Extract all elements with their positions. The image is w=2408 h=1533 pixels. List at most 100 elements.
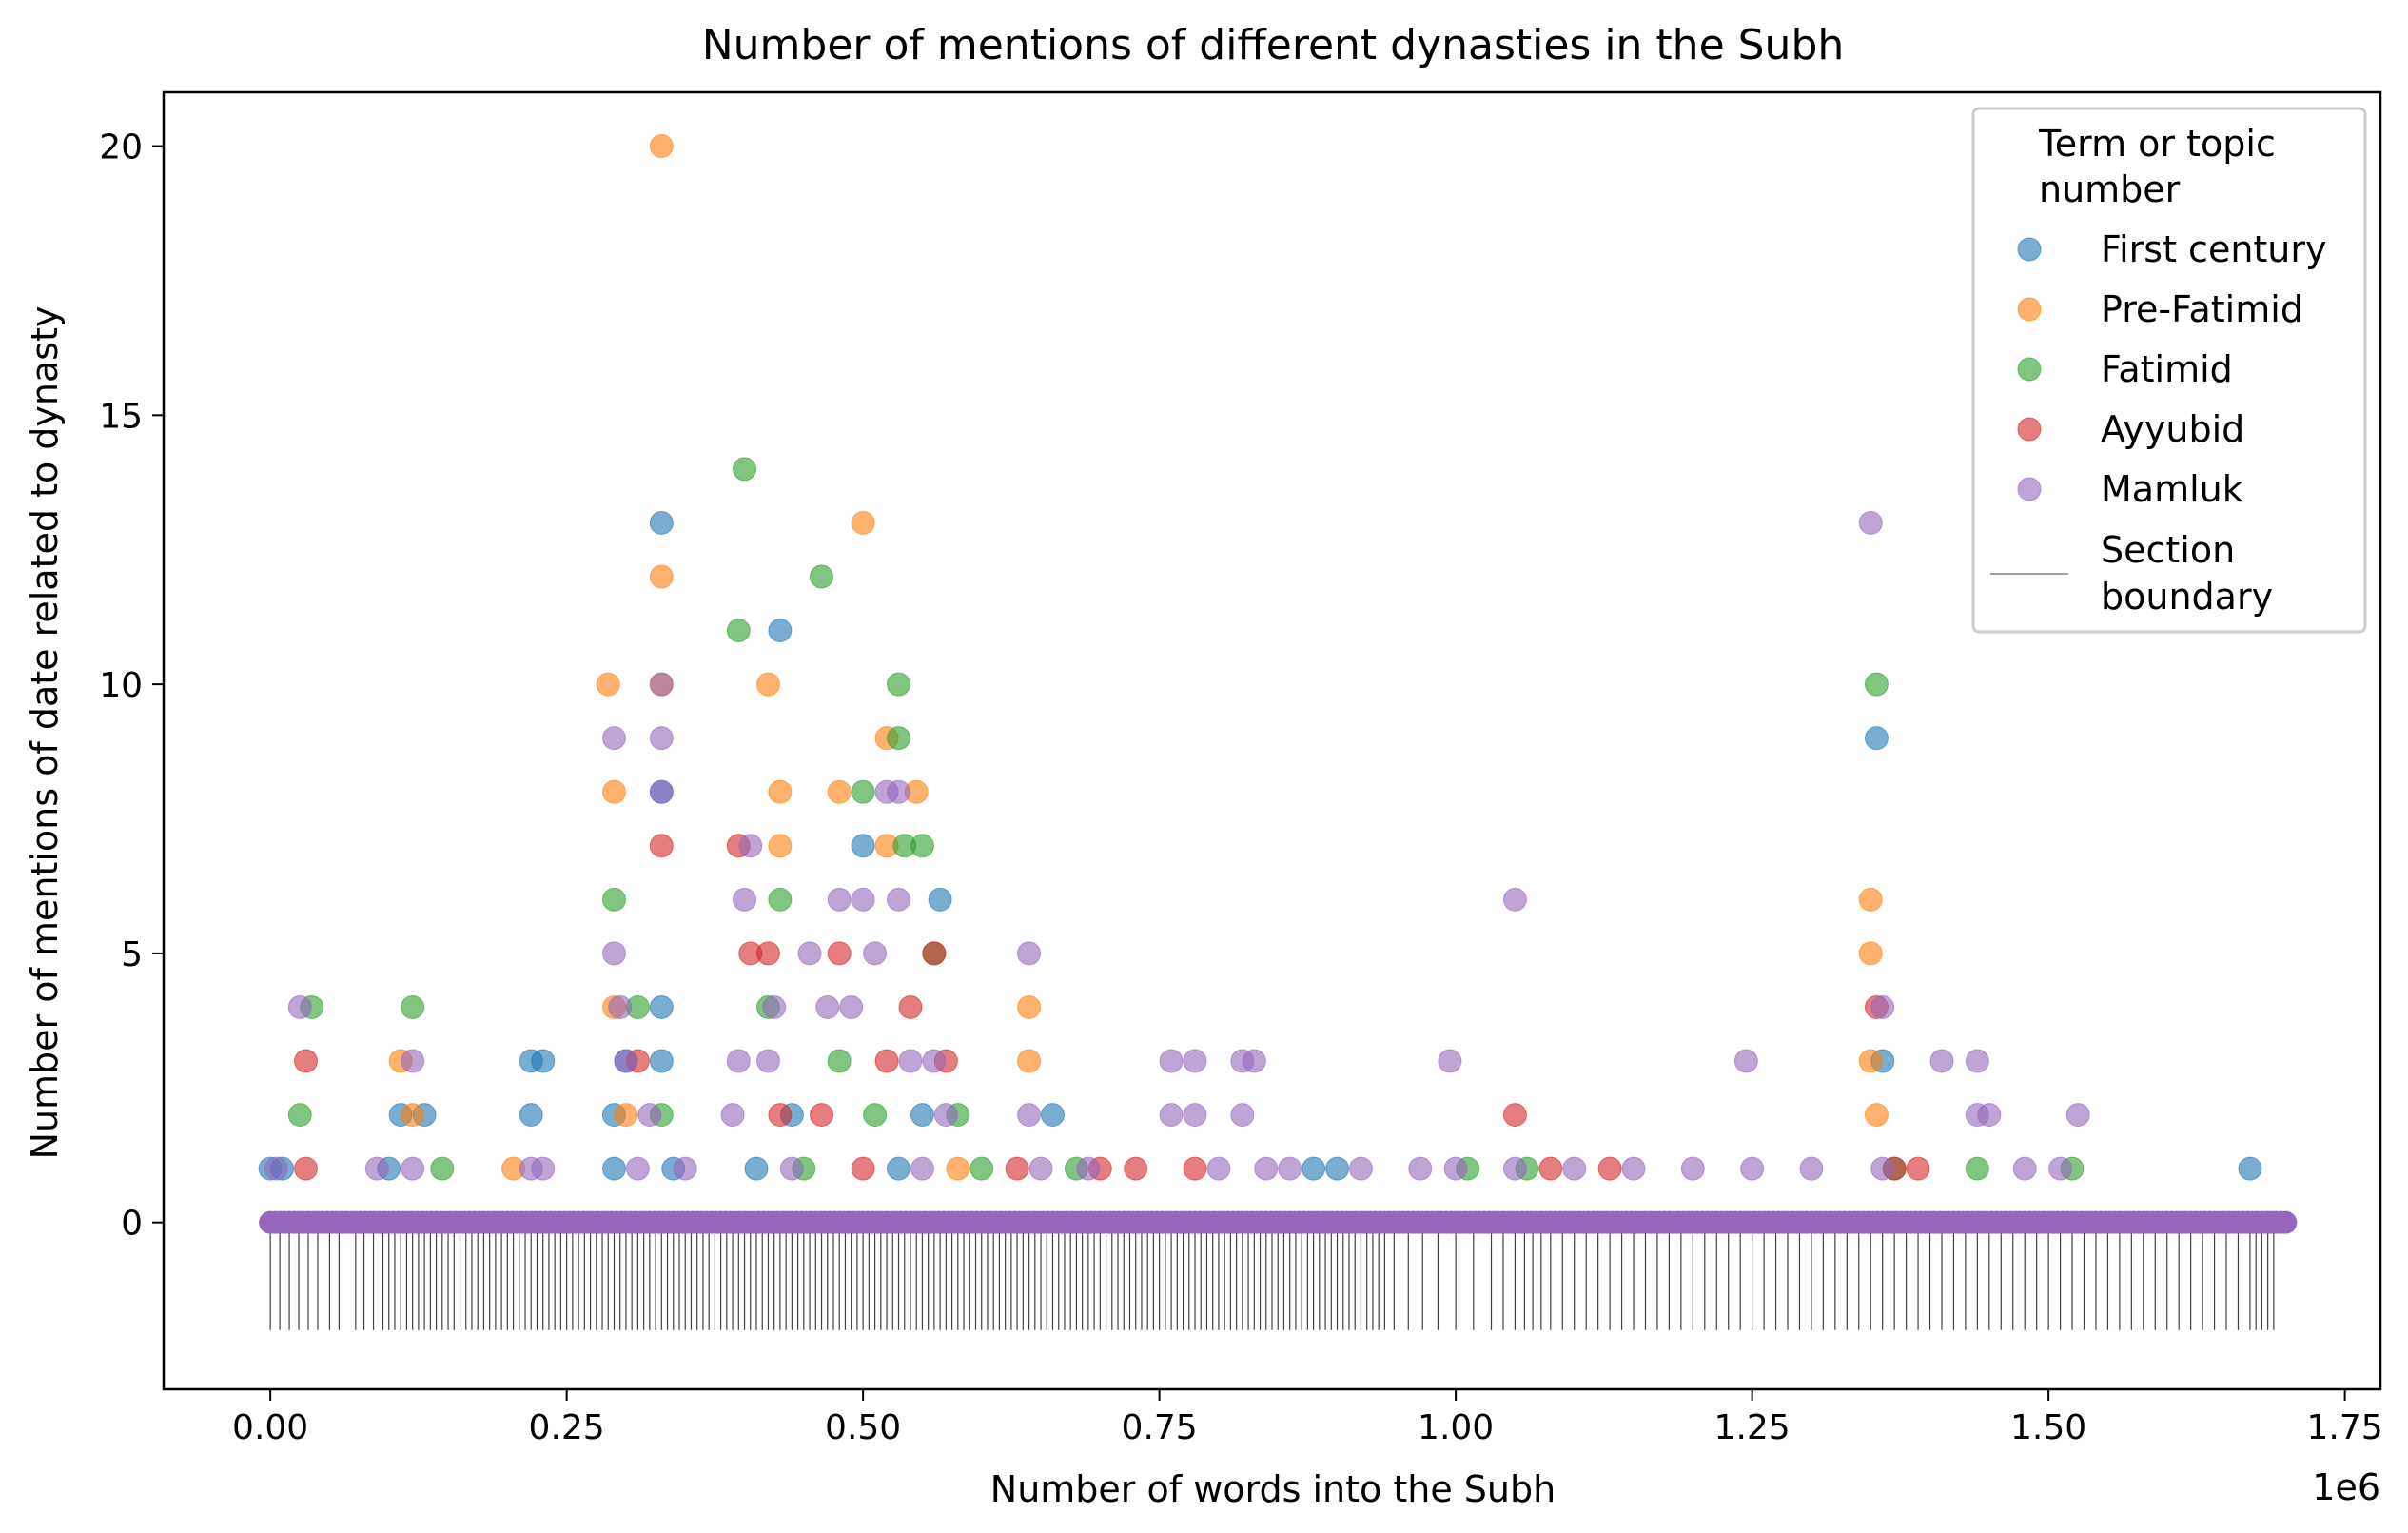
x-tick-label: 0.50 <box>825 1408 901 1447</box>
data-point <box>1858 510 1883 535</box>
x-axis-offset-label: 1e6 <box>2312 1466 2380 1508</box>
data-point <box>1858 1049 1883 1073</box>
x-axis-label: Number of words into the Subh <box>990 1468 1556 1510</box>
data-point <box>779 1156 804 1181</box>
legend-label: Pre-Fatimid <box>2101 288 2303 330</box>
data-point <box>1538 1156 1563 1181</box>
data-point <box>2065 1103 2090 1128</box>
data-point <box>863 941 888 966</box>
data-point <box>1562 1156 1587 1181</box>
data-point <box>1864 1103 1889 1128</box>
data-point <box>733 887 757 912</box>
data-point <box>827 941 852 966</box>
data-point <box>797 941 822 966</box>
data-point <box>851 510 875 535</box>
legend-marker <box>2017 237 2042 262</box>
data-point <box>851 834 875 858</box>
y-tick-label: 5 <box>121 935 143 974</box>
data-point <box>1040 1103 1065 1128</box>
x-tick-label: 1.50 <box>2010 1408 2086 1447</box>
data-point <box>827 1049 852 1073</box>
series-mamluk <box>264 510 2090 1181</box>
data-point <box>294 1156 319 1181</box>
data-point <box>969 1156 994 1181</box>
legend-marker <box>2017 297 2042 322</box>
series-fatimid <box>287 457 2085 1181</box>
data-point <box>1597 1156 1622 1181</box>
data-point <box>1799 1156 1824 1181</box>
data-point <box>1076 1156 1101 1181</box>
data-point <box>531 1049 556 1073</box>
data-point <box>755 1049 780 1073</box>
data-point <box>815 994 840 1019</box>
legend-title: Term or topic number <box>2038 123 2287 210</box>
data-point <box>1254 1156 1279 1181</box>
data-point <box>1005 1156 1029 1181</box>
data-point <box>649 994 674 1019</box>
y-tick-label: 15 <box>99 397 143 436</box>
data-point <box>768 887 793 912</box>
data-point <box>1017 1049 1042 1073</box>
legend-entries: First century Pre-Fatimid Fatimid Ayyubid Ma… <box>2017 228 2327 510</box>
data-point <box>649 1049 674 1073</box>
data-point <box>1680 1156 1705 1181</box>
data-point <box>608 994 633 1019</box>
data-point <box>649 564 674 589</box>
legend: Term or topic number First century Pre-Fa… <box>1971 107 2367 634</box>
data-point <box>839 994 864 1019</box>
data-point <box>649 726 674 751</box>
data-point <box>827 887 852 912</box>
data-point <box>1965 1156 1989 1181</box>
data-point <box>827 779 852 804</box>
data-point <box>922 1049 947 1073</box>
data-point <box>614 1103 638 1128</box>
data-point <box>601 887 626 912</box>
data-point <box>810 564 834 589</box>
data-point <box>720 1103 745 1128</box>
data-point <box>649 134 674 159</box>
data-point <box>874 1049 899 1073</box>
data-point <box>1325 1156 1350 1181</box>
x-tick-label: 1.25 <box>1714 1408 1791 1447</box>
data-point <box>596 672 620 697</box>
data-point <box>762 994 787 1019</box>
legend-label: Ayyubid <box>2101 408 2244 450</box>
data-point <box>287 994 312 1019</box>
x-tick-label: 1.75 <box>2307 1408 2383 1447</box>
data-point <box>1864 672 1889 697</box>
data-point <box>1443 1156 1468 1181</box>
series-first-century <box>258 510 2262 1181</box>
data-point <box>1740 1156 1765 1181</box>
data-point <box>1028 1156 1053 1181</box>
data-point <box>2238 1156 2262 1181</box>
data-point <box>1302 1156 1326 1181</box>
data-point <box>887 726 911 751</box>
data-point <box>1124 1156 1148 1181</box>
data-point <box>1733 1049 1758 1073</box>
data-point <box>863 1103 888 1128</box>
data-point <box>364 1156 389 1181</box>
data-point <box>755 941 780 966</box>
data-point <box>928 887 952 912</box>
data-point <box>887 1156 911 1181</box>
legend-label: First century <box>2101 228 2327 270</box>
data-point <box>649 672 674 697</box>
data-point <box>755 672 780 697</box>
data-point <box>768 619 793 643</box>
legend-label: Mamluk <box>2101 468 2243 510</box>
data-point <box>401 1049 425 1073</box>
section-boundary-lines <box>269 1222 2275 1330</box>
data-point <box>287 1103 312 1128</box>
legend-frame <box>1971 107 2367 634</box>
data-point <box>430 1156 455 1181</box>
data-point <box>1929 1049 1954 1073</box>
scatter-series <box>258 134 2262 1181</box>
y-tick-label: 10 <box>99 666 143 705</box>
data-point <box>1502 1103 1527 1128</box>
data-point <box>910 834 934 858</box>
data-point <box>601 726 626 751</box>
data-point <box>738 834 763 858</box>
data-point <box>887 779 911 804</box>
legend-marker <box>2017 357 2042 382</box>
